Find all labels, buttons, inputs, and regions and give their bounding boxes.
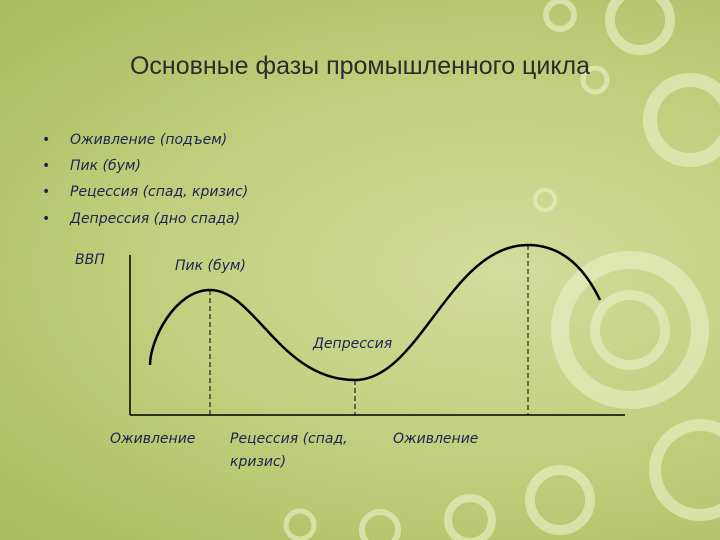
- bullet-dot: •: [42, 211, 51, 227]
- cycle-curve: [148, 243, 602, 382]
- y-axis-label: ВВП: [75, 252, 105, 268]
- slide-title: Основные фазы промышленного цикла: [129, 52, 591, 80]
- bullet-text: Депрессия (дно спада): [70, 211, 241, 227]
- bullet-dot: •: [42, 184, 51, 200]
- phase-label: Оживление: [393, 431, 479, 447]
- bullet-dot: •: [42, 132, 51, 148]
- bullet-dot: •: [42, 158, 51, 174]
- phase-label: кризис): [230, 454, 287, 470]
- phase-dividers: [209, 245, 529, 415]
- bullet-text: Пик (бум): [70, 158, 141, 174]
- phase-label: Рецессия (спад,: [230, 431, 348, 447]
- depression-label: Депрессия: [313, 336, 393, 352]
- bullet-text: Оживление (подъем): [70, 132, 228, 148]
- bullet-text: Рецессия (спад, кризис): [70, 184, 249, 200]
- diagram: [129, 243, 625, 416]
- decor-circles: [283, 0, 720, 540]
- phase-label: Оживление: [110, 431, 196, 447]
- peak-label: Пик (бум): [175, 258, 246, 274]
